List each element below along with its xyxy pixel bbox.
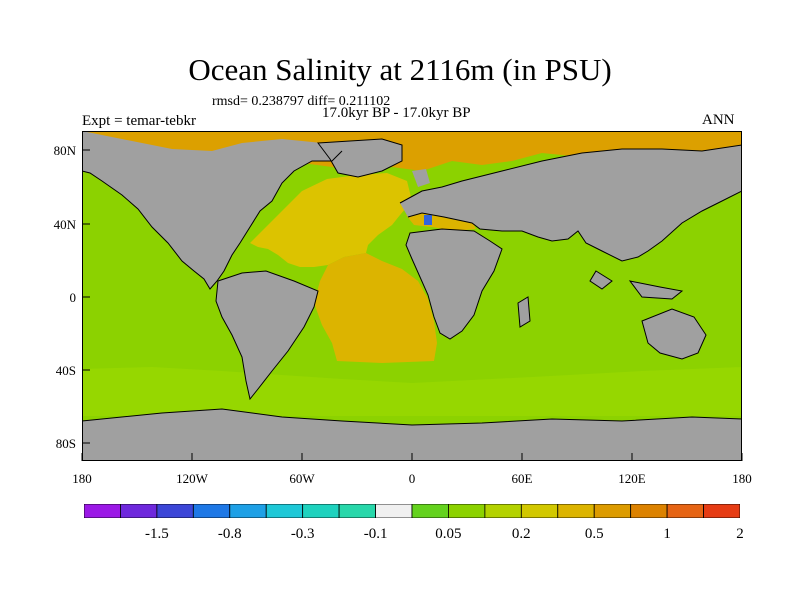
arctic-ocean — [82, 131, 742, 173]
lat-tick-label: 40N — [54, 217, 77, 232]
season-label: ANN — [702, 112, 735, 128]
lat-tick-label: 80N — [54, 143, 77, 158]
north-atlantic-ocean — [250, 173, 412, 267]
colorbar-label: -0.8 — [218, 526, 242, 542]
period-line: 17.0kyr BP - 17.0kyr BP — [322, 105, 471, 121]
page-title: Ocean Salinity at 2116m (in PSU) — [188, 52, 612, 87]
mediterranean-sea — [406, 211, 476, 231]
colorbar-label: -1.5 — [145, 526, 169, 542]
salinity-map — [82, 131, 742, 461]
colorbar-label: 0.5 — [585, 526, 604, 542]
lon-tick-label: 60E — [512, 471, 533, 486]
experiment-label: Expt = temar-tebkr — [82, 113, 196, 129]
lon-tick-label: 120W — [176, 471, 209, 486]
colorbar-label: 0.05 — [435, 526, 461, 542]
lon-tick-label: 180 — [72, 471, 92, 486]
colorbar-label: -0.1 — [364, 526, 388, 542]
colorbar-label: -0.3 — [291, 526, 315, 542]
lon-tick-label: 0 — [409, 471, 416, 486]
western-mediterranean-patch — [424, 215, 432, 225]
colorbar-label: 1 — [663, 526, 671, 542]
lat-tick-label: 40S — [56, 363, 76, 378]
lat-tick-label: 80S — [56, 436, 76, 451]
colorbar-label: 0.2 — [512, 526, 531, 542]
lon-tick-label: 180 — [732, 471, 752, 486]
lon-tick-label: 120E — [618, 471, 646, 486]
land-masses — [82, 131, 742, 461]
colorbar-label: 2 — [736, 526, 744, 542]
lon-tick-label: 60W — [289, 471, 315, 486]
stats-line: rmsd= 0.238797 diff= 0.211102 — [212, 94, 391, 109]
south-atlantic-ocean — [314, 253, 437, 363]
coastlines — [82, 138, 742, 426]
lat-tick-label: 0 — [70, 290, 77, 305]
